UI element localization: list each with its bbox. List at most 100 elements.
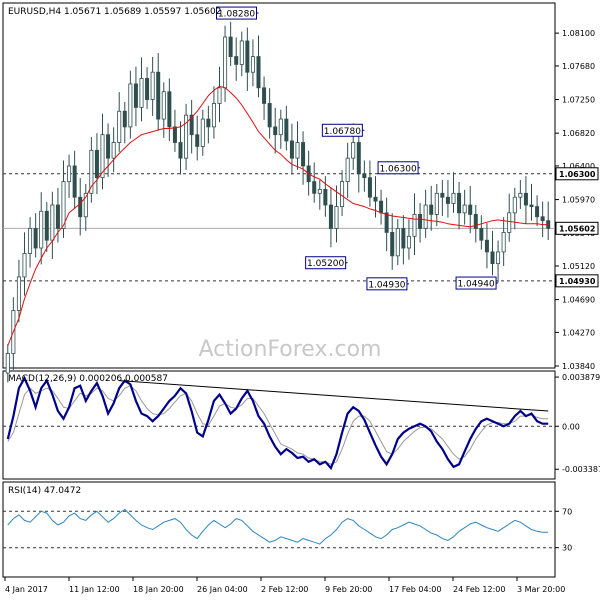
candle-body bbox=[362, 173, 367, 179]
price-annotation-label: 1.08280 bbox=[218, 10, 255, 20]
price-axis-box bbox=[555, 167, 599, 181]
candle-body bbox=[133, 83, 138, 108]
candle-body bbox=[89, 149, 94, 194]
candle-body bbox=[172, 126, 177, 143]
candle-body bbox=[373, 196, 378, 202]
candle-body bbox=[106, 134, 111, 159]
macd-ytick-label: 0.00 bbox=[562, 422, 580, 431]
candle-body bbox=[128, 83, 133, 128]
candle-body bbox=[223, 36, 228, 89]
candle-body bbox=[284, 118, 289, 142]
candle-body bbox=[67, 165, 72, 182]
price-ytick-label: 1.06400 bbox=[562, 162, 595, 171]
rsi-label: RSI(14) 47.0472 bbox=[8, 486, 81, 496]
xtick-label: 2 Feb 12:00 bbox=[261, 585, 308, 594]
price-axis-box-label: 1.05602 bbox=[559, 224, 595, 233]
candle-body bbox=[468, 204, 473, 215]
candle-body bbox=[434, 192, 439, 215]
macd-ytick-label: 0.003879 bbox=[562, 373, 600, 382]
candle-body bbox=[117, 110, 122, 143]
candle-body bbox=[150, 71, 155, 100]
candle-body bbox=[345, 157, 350, 182]
candle-body bbox=[217, 87, 222, 104]
candle-body bbox=[312, 181, 317, 194]
candle-body bbox=[384, 212, 389, 233]
candle-body bbox=[390, 231, 395, 257]
price-ytick-label: 1.04270 bbox=[562, 328, 595, 337]
candle-body bbox=[423, 204, 428, 229]
candle-body bbox=[178, 142, 183, 159]
price-ytick-label: 1.06820 bbox=[562, 129, 595, 138]
candle-body bbox=[211, 103, 216, 128]
candle-body bbox=[507, 212, 512, 233]
candle-body bbox=[94, 149, 99, 179]
candle-body bbox=[496, 251, 501, 265]
candle-body bbox=[245, 40, 250, 73]
candle-body bbox=[44, 210, 49, 241]
candle-body bbox=[340, 181, 345, 207]
xtick-label: 17 Feb 04:00 bbox=[389, 585, 441, 594]
candle-body bbox=[406, 235, 411, 249]
candle-body bbox=[295, 142, 300, 159]
price-ytick-label: 1.05970 bbox=[562, 196, 595, 205]
candle-body bbox=[278, 118, 283, 136]
candle-body bbox=[234, 56, 239, 65]
candle-body bbox=[445, 196, 450, 204]
macd-panel-frame bbox=[2, 370, 556, 480]
candle-body bbox=[317, 189, 322, 194]
candle-body bbox=[479, 228, 484, 241]
macd-ytick-label: -0.003387 bbox=[562, 465, 600, 474]
candle-body bbox=[250, 56, 255, 73]
candle-body bbox=[462, 204, 467, 214]
candle-body bbox=[523, 192, 528, 206]
price-annotation-label: 1.05200 bbox=[307, 259, 344, 269]
macd-trendline bbox=[119, 380, 549, 412]
candle-body bbox=[189, 114, 194, 136]
price-axis-box-label: 1.04930 bbox=[559, 277, 596, 286]
candle-body bbox=[145, 78, 150, 100]
price-annotation-label: 1.04930 bbox=[368, 280, 405, 290]
price-panel-frame bbox=[2, 2, 556, 369]
candle-body bbox=[5, 353, 10, 374]
price-ytick-label: 1.04690 bbox=[562, 296, 595, 305]
price-ytick-label: 1.07680 bbox=[562, 62, 595, 71]
candle-body bbox=[323, 189, 328, 206]
candle-body bbox=[262, 87, 267, 104]
rsi-line bbox=[7, 508, 549, 545]
candle-body bbox=[206, 118, 211, 128]
candle-body bbox=[289, 140, 294, 159]
price-axis-box bbox=[555, 274, 599, 288]
candle-body bbox=[200, 118, 205, 147]
candle-body bbox=[351, 142, 356, 159]
candle-body bbox=[367, 177, 372, 198]
price-axis-box bbox=[555, 221, 599, 235]
rsi-ytick-label: 30 bbox=[562, 544, 572, 553]
candle-body bbox=[490, 251, 495, 265]
candle-body bbox=[334, 206, 339, 229]
xtick-label: 24 Feb 12:00 bbox=[453, 585, 505, 594]
chart-title: EURUSD,H4 1.05671 1.05689 1.05597 1.0560… bbox=[8, 7, 221, 17]
price-annotation-label: 1.06780 bbox=[324, 127, 361, 137]
xtick-label: 9 Feb 20:00 bbox=[325, 585, 372, 594]
candle-body bbox=[356, 142, 361, 175]
candle-body bbox=[100, 134, 105, 179]
candle-body bbox=[22, 253, 27, 278]
candle-body bbox=[139, 78, 144, 108]
candle-body bbox=[39, 210, 44, 249]
candle-body bbox=[55, 204, 60, 229]
price-ytick-label: 1.08100 bbox=[562, 29, 595, 38]
candle-body bbox=[239, 40, 244, 65]
candle-body bbox=[484, 239, 489, 253]
candle-body bbox=[50, 204, 55, 241]
macd-label: MACD(12,26,9) 0.000206 0.000587 bbox=[8, 374, 168, 384]
xtick-label: 26 Jan 04:00 bbox=[197, 585, 248, 594]
candle-body bbox=[16, 276, 21, 311]
candle-body bbox=[429, 204, 434, 215]
price-ytick-label: 1.07250 bbox=[562, 96, 595, 105]
candle-body bbox=[395, 228, 400, 257]
candle-body bbox=[328, 204, 333, 229]
candle-body bbox=[61, 181, 66, 229]
candle-body bbox=[418, 214, 423, 229]
price-ytick-label: 1.03840 bbox=[562, 362, 595, 371]
